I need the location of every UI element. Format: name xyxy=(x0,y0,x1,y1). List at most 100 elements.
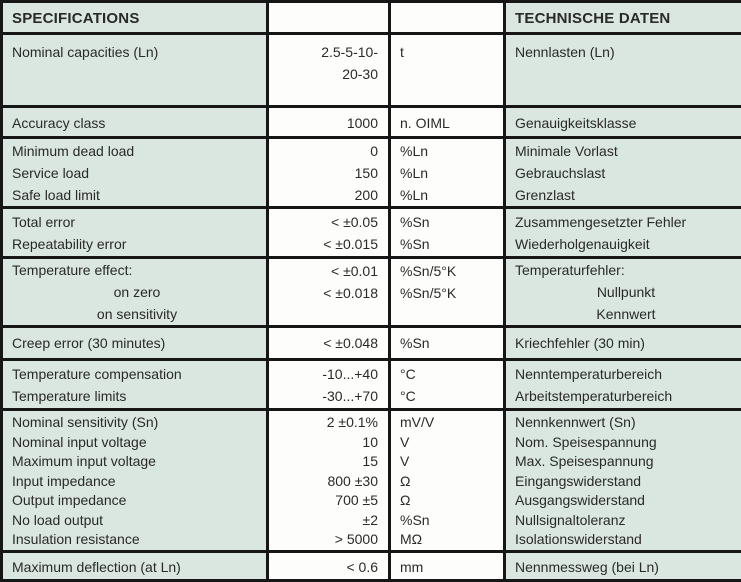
cell-line: Nullsignaltoleranz xyxy=(506,511,741,531)
cell-line: Isolationswiderstand xyxy=(506,530,741,550)
cell-line: Insulation resistance xyxy=(3,530,266,550)
spec-label-cell: Nominal sensitivity (Sn) Nominal input v… xyxy=(2,410,268,552)
cell-line xyxy=(269,8,388,9)
unit-cell: %Sn xyxy=(390,327,505,360)
cell-line: 150 xyxy=(269,162,388,184)
cell-line: Eingangswiderstand xyxy=(506,472,741,492)
cell-line: Safe load limit xyxy=(3,184,266,206)
cell-line: t xyxy=(391,41,503,63)
cell-line: 700 ±5 xyxy=(269,491,388,511)
unit-cell: %Sn/5°K %Sn/5°K xyxy=(390,258,505,327)
cell-line: 800 ±30 xyxy=(269,472,388,492)
spec-label-cell: Creep error (30 minutes) xyxy=(2,327,268,360)
header-row: SPECIFICATIONS TECHNISCHE DATEN xyxy=(2,2,741,34)
cell-line: on zero xyxy=(3,281,266,303)
spec-label-cell: Temperature effect: on zero on sensitivi… xyxy=(2,258,268,327)
german-label-cell: Kriechfehler (30 min) xyxy=(505,327,741,360)
value-cell: < 0.6 xyxy=(268,551,390,580)
cell-line: V xyxy=(391,433,503,453)
cell-line: mV/V xyxy=(391,413,503,433)
cell-line: Input impedance xyxy=(3,472,266,492)
german-label-cell: Zusammengesetzter Fehler Wiederholgenaui… xyxy=(505,208,741,258)
cell-line xyxy=(391,8,503,9)
cell-line: %Sn xyxy=(391,211,503,233)
cell-line: Total error xyxy=(3,211,266,233)
cell-line: Temperature compensation xyxy=(3,363,266,385)
value-cell: 2.5-5-10- 20-30 xyxy=(268,34,390,107)
cell-line: Minimum dead load xyxy=(3,140,266,162)
cell-line: Temperature limits xyxy=(3,385,266,407)
spec-label-cell: Total error Repeatability error xyxy=(2,208,268,258)
row-load-limits: Minimum dead load Service load Safe load… xyxy=(2,138,741,208)
cell-line: Wiederholgenauigkeit xyxy=(506,233,741,255)
german-label-cell: Minimale Vorlast Gebrauchslast Grenzlast xyxy=(505,138,741,208)
cell-line: No load output xyxy=(3,511,266,531)
cell-line: Max. Speisespannung xyxy=(506,452,741,472)
value-cell: -10...+40 -30...+70 xyxy=(268,360,390,410)
unit-cell: n. OIML xyxy=(390,107,505,138)
cell-line: < ±0.018 xyxy=(269,282,388,304)
cell-line: Output impedance xyxy=(3,491,266,511)
cell-line: < 0.6 xyxy=(269,556,388,578)
cell-line: Nominal capacities (Ln) xyxy=(3,41,266,63)
german-label-cell: Nennlasten (Ln) xyxy=(505,34,741,107)
value-cell: 2 ±0.1% 10 15 800 ±30 700 ±5 ±2 > 5000 xyxy=(268,410,390,552)
cell-line: < ±0.01 xyxy=(269,260,388,282)
german-label-cell: Temperaturfehler: Nullpunkt Kennwert xyxy=(505,258,741,327)
cell-line: 2.5-5-10- xyxy=(269,41,388,63)
value-cell: 1000 xyxy=(268,107,390,138)
cell-line: 20-30 xyxy=(269,63,388,85)
cell-line: Grenzlast xyxy=(506,184,741,206)
unit-cell: %Ln %Ln %Ln xyxy=(390,138,505,208)
unit-cell: t xyxy=(390,34,505,107)
cell-line: Temperaturfehler: xyxy=(506,259,741,281)
header-technische-daten-label: TECHNISCHE DATEN xyxy=(506,8,741,30)
cell-line: on sensitivity xyxy=(3,303,266,325)
cell-line: < ±0.05 xyxy=(269,211,388,233)
german-label-cell: Nennkennwert (Sn) Nom. Speisespannung Ma… xyxy=(505,410,741,552)
value-cell: 0 150 200 xyxy=(268,138,390,208)
cell-line: %Ln xyxy=(391,140,503,162)
cell-line: -30...+70 xyxy=(269,385,388,407)
unit-cell: mV/V V V Ω Ω %Sn MΩ xyxy=(390,410,505,552)
unit-cell: °C °C xyxy=(390,360,505,410)
cell-line: %Sn xyxy=(391,233,503,255)
cell-line: 0 xyxy=(269,140,388,162)
cell-line: Ω xyxy=(391,491,503,511)
cell-line: Temperature effect: xyxy=(3,259,266,281)
cell-line: Repeatability error xyxy=(3,233,266,255)
cell-line: Gebrauchslast xyxy=(506,162,741,184)
cell-line: < ±0.048 xyxy=(269,332,388,354)
cell-line: Nullpunkt xyxy=(506,281,741,303)
cell-line: 1000 xyxy=(269,112,388,134)
row-accuracy-class: Accuracy class 1000 n. OIML Genauigkeits… xyxy=(2,107,741,138)
header-technische-daten-cell: TECHNISCHE DATEN xyxy=(505,2,741,34)
cell-line: Accuracy class xyxy=(3,112,266,134)
row-temperature-effect: Temperature effect: on zero on sensitivi… xyxy=(2,258,741,327)
cell-line: Zusammengesetzter Fehler xyxy=(506,211,741,233)
cell-line: V xyxy=(391,452,503,472)
cell-line: 200 xyxy=(269,184,388,206)
cell-line: %Sn/5°K xyxy=(391,282,503,304)
header-unit-cell xyxy=(390,2,505,34)
cell-line: -10...+40 xyxy=(269,363,388,385)
header-specifications-cell: SPECIFICATIONS xyxy=(2,2,268,34)
header-specifications-label: SPECIFICATIONS xyxy=(3,8,266,30)
cell-line: Maximum deflection (at Ln) xyxy=(3,556,266,578)
cell-line: Creep error (30 minutes) xyxy=(3,332,266,354)
spec-label-cell: Minimum dead load Service load Safe load… xyxy=(2,138,268,208)
cell-line: Nominal sensitivity (Sn) xyxy=(3,413,266,433)
cell-line: Ω xyxy=(391,472,503,492)
cell-line: Service load xyxy=(3,162,266,184)
cell-line: 10 xyxy=(269,433,388,453)
cell-line: 2 ±0.1% xyxy=(269,413,388,433)
cell-line: °C xyxy=(391,363,503,385)
cell-line: > 5000 xyxy=(269,530,388,550)
cell-line: °C xyxy=(391,385,503,407)
row-nominal-capacities: Nominal capacities (Ln) 2.5-5-10- 20-30 … xyxy=(2,34,741,107)
row-errors: Total error Repeatability error < ±0.05 … xyxy=(2,208,741,258)
cell-line: Minimale Vorlast xyxy=(506,140,741,162)
header-value-cell xyxy=(268,2,390,34)
cell-line: Ausgangswiderstand xyxy=(506,491,741,511)
